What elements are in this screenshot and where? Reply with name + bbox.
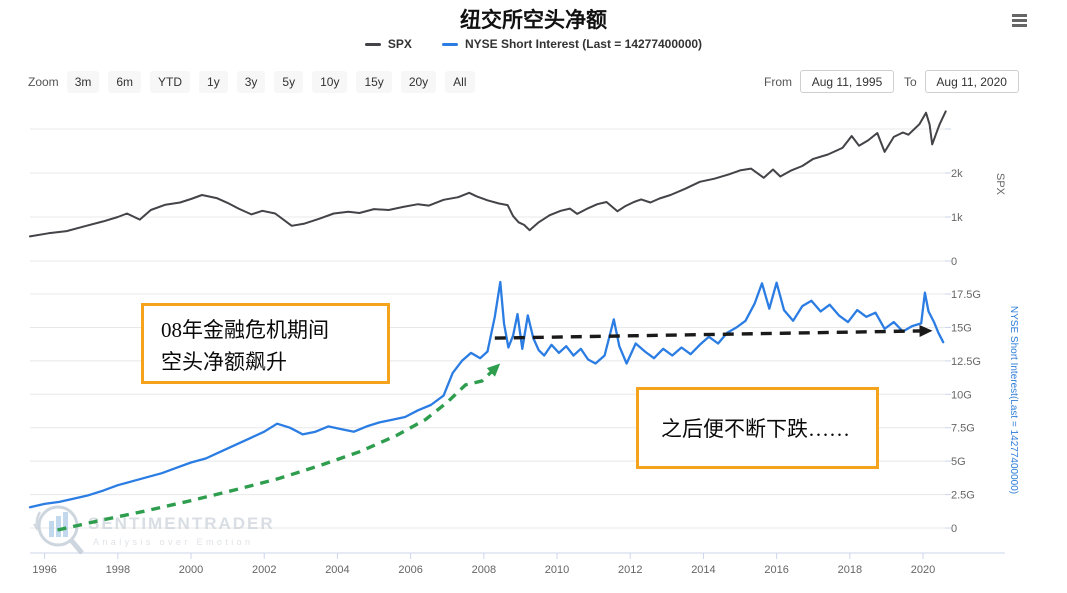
zoom-range-button-15y[interactable]: 15y: [356, 71, 392, 93]
spx-series-line: [29, 110, 947, 238]
annotation-crisis-line2: 空头净额飙升: [161, 349, 287, 374]
watermark-tagline: Analysis over Emotion: [93, 537, 253, 547]
from-date-input[interactable]: [800, 70, 894, 93]
annotation-decline-text: 之后便不断下跌……: [661, 417, 850, 441]
zoom-range-button-5y[interactable]: 5y: [274, 71, 304, 93]
y-tick-label: 1k: [951, 212, 963, 224]
annotation-arrows: [57, 324, 933, 532]
x-tick-label: 2004: [325, 564, 349, 576]
date-range-toolbar: From To: [764, 70, 1019, 93]
x-tick-label: 2002: [252, 564, 276, 576]
y-tick-label: 0: [951, 256, 957, 268]
chart-legend: SPX NYSE Short Interest (Last = 142774000…: [0, 37, 1067, 51]
y-tick-label: 7.5G: [951, 423, 975, 435]
x-tick-label: 2018: [838, 564, 862, 576]
green-dashed-arrow: [57, 363, 501, 532]
x-tick-label: 1996: [32, 564, 56, 576]
x-tick-label: 2010: [545, 564, 569, 576]
legend-label: NYSE Short Interest (Last = 14277400000): [464, 37, 703, 51]
annotation-box-decline: 之后便不断下跌……: [636, 387, 879, 469]
y-tick-label: 5G: [951, 456, 966, 468]
to-date-input[interactable]: [924, 70, 1019, 93]
zoom-range-button-all[interactable]: All: [445, 71, 475, 93]
annotation-crisis-line1: 08年金融危机期间: [161, 318, 329, 342]
legend-swatch-icon: [441, 42, 458, 46]
zoom-toolbar: Zoom 3m 6m YTD 1y 3y 5y 10y 15y 20y All: [28, 71, 484, 93]
zoom-range-button-ytd[interactable]: YTD: [150, 71, 191, 93]
short-interest-axis-title: NYSE Short Interest(Last = 14277400000): [1008, 306, 1019, 494]
legend-swatch-icon: [364, 42, 381, 46]
x-tick-label: 2000: [179, 564, 203, 576]
y-tick-label: 12.5G: [951, 356, 981, 368]
x-tick-label: 2014: [691, 564, 715, 576]
x-tick-label: 2020: [911, 564, 935, 576]
series-lines: [28, 110, 947, 509]
y-tick-label: 17.5G: [951, 289, 981, 301]
y-tick-label: 15G: [951, 322, 972, 334]
magnifier-logo-icon: [33, 505, 84, 555]
black-dashed-arrow: [494, 324, 933, 340]
sentimentrader-watermark: SENTIMENTRADER Analysis over Emotion: [33, 505, 275, 555]
zoom-range-button-6m[interactable]: 6m: [108, 71, 142, 93]
from-label: From: [764, 74, 792, 89]
x-tick-label: 2016: [764, 564, 788, 576]
x-tick-label: 1998: [106, 564, 130, 576]
page-title: 纽交所空头净额: [460, 9, 607, 32]
zoom-range-button-3y[interactable]: 3y: [236, 71, 266, 93]
short_interest-series-line: [28, 280, 945, 509]
y-tick-label: 10G: [951, 389, 972, 401]
to-label: To: [904, 74, 917, 89]
zoom-range-button-1y[interactable]: 1y: [199, 71, 228, 93]
x-tick-label: 2008: [472, 564, 496, 576]
zoom-label: Zoom: [28, 75, 59, 89]
x-tick-label: 2006: [398, 564, 422, 576]
legend-label: SPX: [387, 37, 412, 51]
x-tick-label: 2012: [618, 564, 642, 576]
zoom-range-button-20y[interactable]: 20y: [400, 71, 437, 93]
y-tick-label: 0: [951, 523, 957, 535]
zoom-range-button-10y[interactable]: 10y: [312, 71, 348, 93]
watermark-name: SENTIMENTRADER: [88, 514, 275, 533]
legend-item-spx[interactable]: SPX: [364, 37, 412, 51]
axes: [30, 128, 1005, 559]
y-tick-label: 2.5G: [951, 490, 975, 502]
y-tick-label: 2k: [951, 168, 963, 180]
annotation-box-crisis: 08年金融危机期间 空头净额飙升: [141, 303, 390, 384]
hamburger-menu-icon[interactable]: [1012, 14, 1027, 29]
axis-tick-labels: 2k 1k 0 17.5G 15G 12.5G 10G 7.5G 5G 2.5G 0 1996 1998…: [32, 168, 981, 576]
legend-item-short-interest[interactable]: NYSE Short Interest (Last = 14277400000): [441, 37, 703, 51]
spx-axis-title: SPX: [994, 173, 1006, 196]
zoom-range-button-3m[interactable]: 3m: [66, 71, 100, 93]
